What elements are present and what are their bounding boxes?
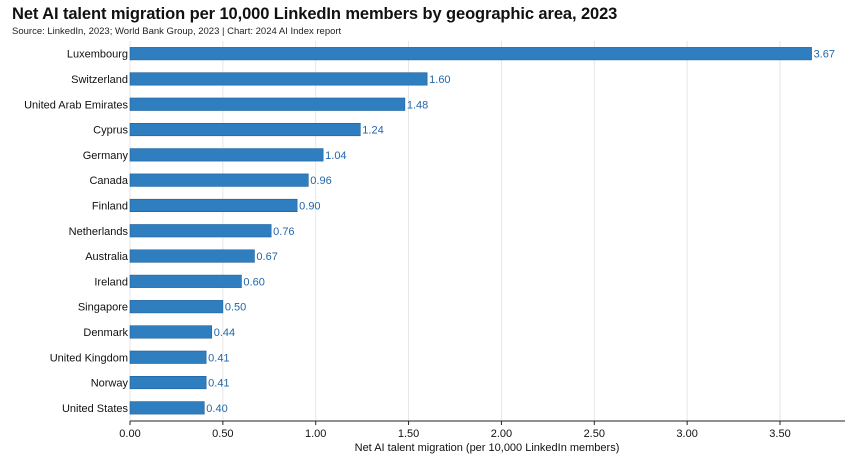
- bar: [129, 47, 812, 61]
- value-label: 0.67: [256, 251, 277, 263]
- bar: [129, 173, 309, 187]
- value-label: 0.60: [243, 276, 264, 288]
- value-label: 0.40: [206, 403, 227, 415]
- chart-source: Source: LinkedIn, 2023; World Bank Group…: [12, 26, 342, 37]
- x-tick-label: 3.00: [676, 428, 697, 440]
- value-label: 3.67: [814, 49, 835, 61]
- bar: [129, 224, 272, 238]
- category-label: Cyprus: [93, 125, 128, 137]
- category-label: United Arab Emirates: [24, 99, 128, 111]
- x-axis: 0.00 0.50 1.00 1.50 2.00 2.50 3.00 3.50: [119, 420, 845, 440]
- value-label: 0.44: [214, 327, 235, 339]
- bar: [129, 198, 298, 212]
- category-label: Canada: [89, 175, 128, 187]
- category-label: Ireland: [94, 276, 128, 288]
- x-tick-label: 0.00: [119, 428, 140, 440]
- value-label: 1.60: [429, 74, 450, 86]
- x-tick-label: 2.50: [584, 428, 605, 440]
- value-label: 0.96: [310, 175, 331, 187]
- bar: [129, 325, 213, 339]
- x-tick-label: 0.50: [212, 428, 233, 440]
- value-label: 0.41: [208, 352, 229, 364]
- category-label: Singapore: [78, 302, 128, 314]
- category-label: Australia: [85, 251, 129, 263]
- bar: [129, 300, 224, 314]
- bar: [129, 123, 361, 137]
- category-label: Netherlands: [69, 226, 129, 238]
- x-tick-label: 1.00: [305, 428, 326, 440]
- value-label: 0.76: [273, 226, 294, 238]
- bar: [129, 97, 406, 111]
- category-label: United Kingdom: [50, 352, 128, 364]
- bar: [129, 274, 242, 288]
- category-label: Finland: [92, 200, 128, 212]
- value-label: 1.04: [325, 150, 346, 162]
- category-label: United States: [62, 403, 129, 415]
- x-tick-label: 1.50: [398, 428, 419, 440]
- chart-title: Net AI talent migration per 10,000 Linke…: [12, 5, 618, 23]
- bar: [129, 375, 207, 390]
- category-label: Germany: [83, 150, 129, 162]
- bars: [129, 47, 812, 415]
- bar: [129, 401, 205, 415]
- value-labels: 3.67 1.60 1.48 1.24 1.04 0.96 0.90 0.76 0.67 0.60…: [206, 49, 835, 415]
- category-label: Luxembourg: [67, 49, 128, 61]
- value-label: 0.90: [299, 200, 320, 212]
- value-label: 1.24: [362, 125, 383, 137]
- x-tick-label: 3.50: [769, 428, 790, 440]
- x-tick-label: 2.00: [491, 428, 512, 440]
- category-label: Switzerland: [71, 74, 128, 86]
- category-label: Norway: [91, 378, 129, 390]
- value-label: 0.50: [225, 302, 246, 314]
- bar: [129, 72, 428, 86]
- category-labels: Luxembourg Switzerland United Arab Emirate…: [24, 49, 129, 415]
- x-axis-title: Net AI talent migration (per 10,000 Link…: [355, 442, 620, 454]
- value-label: 1.48: [407, 99, 428, 111]
- value-label: 0.41: [208, 378, 229, 390]
- bar: [129, 350, 207, 364]
- bar: [129, 249, 255, 263]
- bar: [129, 148, 324, 162]
- category-label: Denmark: [83, 327, 128, 339]
